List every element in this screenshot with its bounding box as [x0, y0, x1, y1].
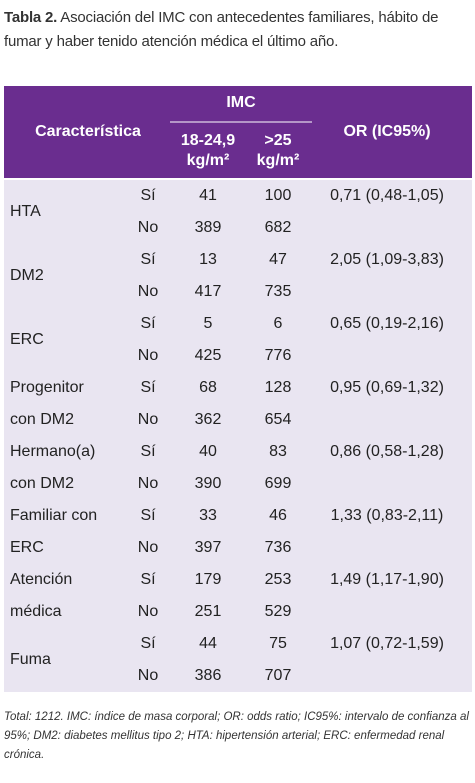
row-label: ERC — [10, 539, 44, 556]
count: 40 — [199, 443, 217, 460]
answer: Sí — [140, 507, 156, 524]
count: 389 — [195, 219, 222, 236]
caption-text: Asociación del IMC con antecedentes fami… — [4, 9, 439, 50]
count: 6 — [274, 315, 283, 332]
odds-ratio: 0,86 (0,58-1,28) — [330, 443, 444, 460]
count: 179 — [195, 571, 222, 588]
header-col1: 18-24,9 — [181, 132, 235, 149]
count: 253 — [265, 571, 292, 588]
answer: No — [138, 475, 159, 492]
row-label: ERC — [10, 331, 44, 348]
answer: No — [138, 283, 159, 300]
row-label: Familiar con — [10, 507, 97, 524]
caption-label: Tabla 2. — [4, 9, 58, 26]
header-col1-unit: kg/m² — [187, 152, 230, 169]
count: 736 — [265, 539, 292, 556]
row-label: con DM2 — [10, 475, 74, 492]
row-label: Atención — [10, 571, 72, 588]
count: 251 — [195, 603, 222, 620]
answer: No — [138, 347, 159, 364]
row-label: HTA — [10, 203, 41, 220]
odds-ratio: 2,05 (1,09-3,83) — [330, 251, 444, 268]
row-label: Progenitor — [10, 379, 84, 396]
header-bg — [4, 86, 472, 178]
count: 33 — [199, 507, 217, 524]
caption: Tabla 2. Asociación del IMC con antecede… — [4, 6, 470, 54]
header-or: OR (IC95%) — [343, 123, 430, 140]
answer: Sí — [140, 635, 156, 652]
count: 776 — [265, 347, 292, 364]
answer: No — [138, 219, 159, 236]
answer: No — [138, 667, 159, 684]
count: 44 — [199, 635, 217, 652]
count: 707 — [265, 667, 292, 684]
row-label: con DM2 — [10, 411, 74, 428]
odds-ratio: 0,95 (0,69-1,32) — [330, 379, 444, 396]
count: 128 — [265, 379, 292, 396]
body-bg — [4, 180, 472, 692]
answer: Sí — [140, 443, 156, 460]
footnote: Total: 1212. IMC: índice de masa corpora… — [4, 711, 469, 761]
count: 46 — [269, 507, 287, 524]
row-label: Fuma — [10, 651, 51, 668]
count: 362 — [195, 411, 222, 428]
answer: Sí — [140, 379, 156, 396]
table: Característica IMC 18-24,9 kg/m² >25 kg/… — [4, 86, 472, 692]
count: 41 — [199, 187, 217, 204]
answer: Sí — [140, 571, 156, 588]
count: 5 — [204, 315, 213, 332]
row-label: DM2 — [10, 267, 44, 284]
answer: Sí — [140, 187, 156, 204]
odds-ratio: 1,49 (1,17-1,90) — [330, 571, 444, 588]
count: 397 — [195, 539, 222, 556]
count: 75 — [269, 635, 287, 652]
count: 100 — [265, 187, 292, 204]
answer: No — [138, 411, 159, 428]
header-col2: >25 — [264, 132, 291, 149]
header-group: IMC — [226, 94, 256, 111]
count: 390 — [195, 475, 222, 492]
answer: No — [138, 539, 159, 556]
odds-ratio: 1,33 (0,83-2,11) — [331, 507, 444, 524]
header-col2-unit: kg/m² — [257, 152, 300, 169]
count: 735 — [265, 283, 292, 300]
count: 386 — [195, 667, 222, 684]
row-label: médica — [10, 603, 62, 620]
answer: Sí — [140, 251, 156, 268]
odds-ratio: 0,71 (0,48-1,05) — [330, 187, 444, 204]
count: 83 — [269, 443, 287, 460]
count: 13 — [199, 251, 217, 268]
count: 47 — [269, 251, 287, 268]
answer: No — [138, 603, 159, 620]
answer: Sí — [140, 315, 156, 332]
count: 529 — [265, 603, 292, 620]
odds-ratio: 0,65 (0,19-2,16) — [330, 315, 444, 332]
count: 68 — [199, 379, 217, 396]
header-characteristic: Característica — [35, 123, 141, 140]
count: 682 — [265, 219, 292, 236]
count: 425 — [195, 347, 222, 364]
row-label: Hermano(a) — [10, 443, 95, 460]
odds-ratio: 1,07 (0,72-1,59) — [330, 635, 444, 652]
count: 654 — [265, 411, 292, 428]
count: 417 — [195, 283, 222, 300]
count: 699 — [265, 475, 292, 492]
